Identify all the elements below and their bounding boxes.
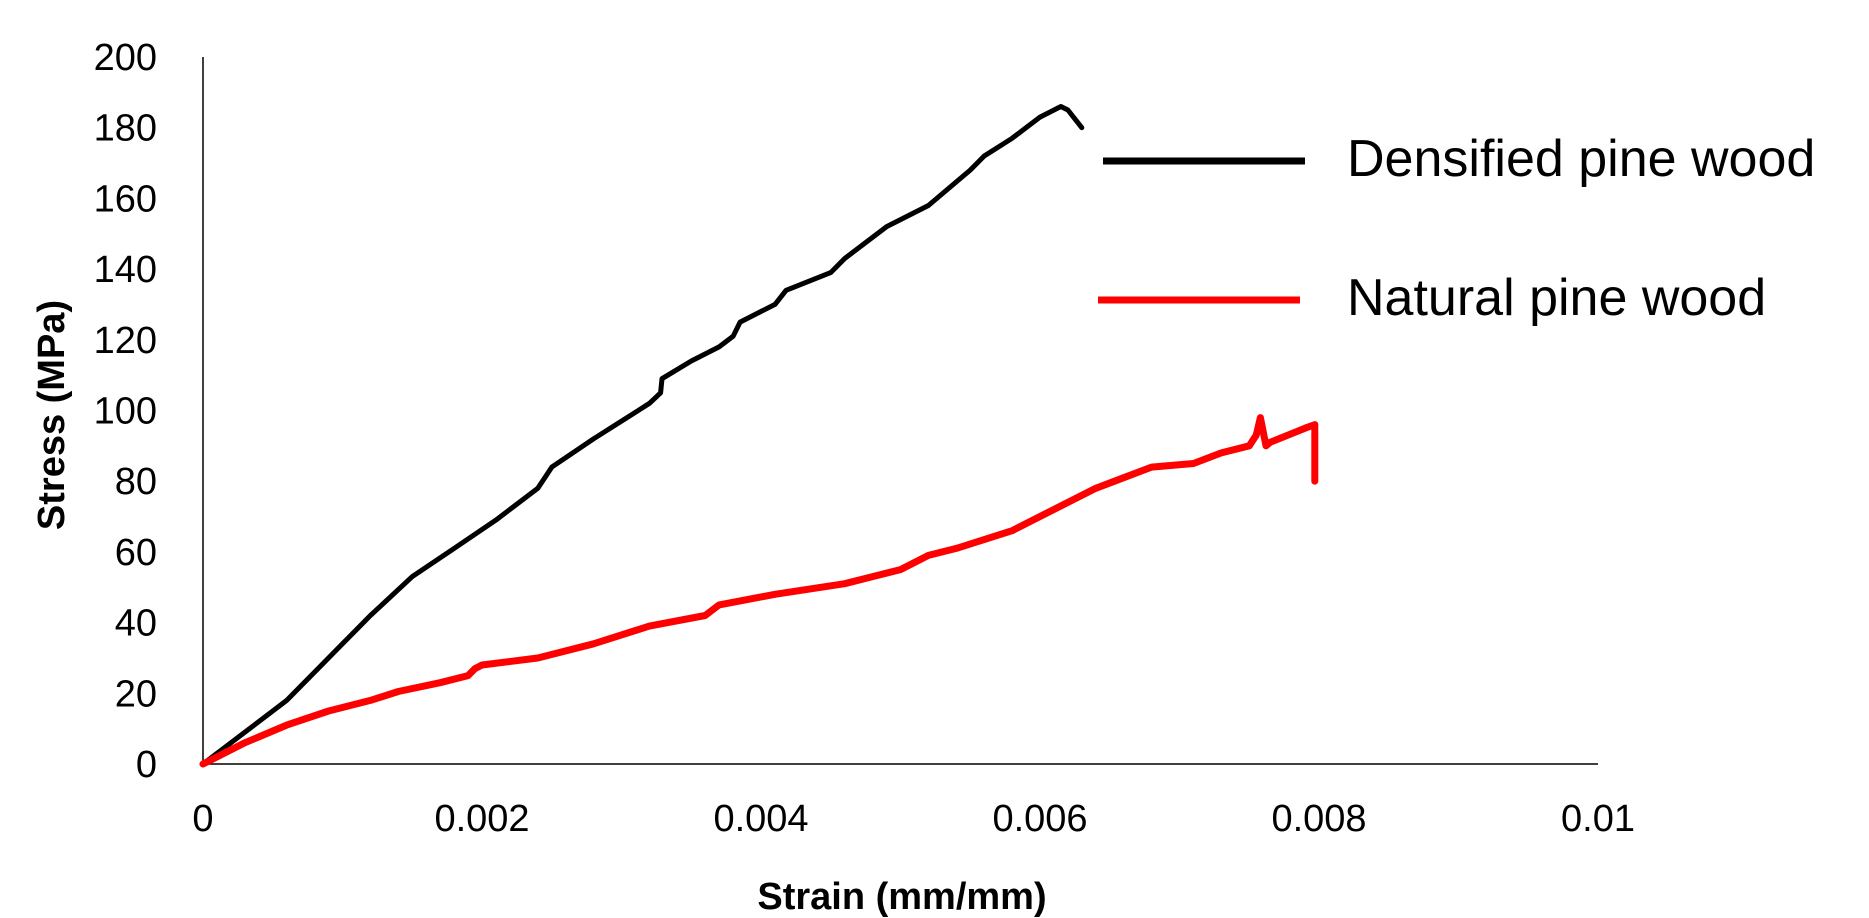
y-tick-label: 140 <box>94 249 157 291</box>
y-tick-label: 180 <box>94 108 157 150</box>
y-axis-title: Stress (MPa) <box>31 300 73 530</box>
y-tick-label: 200 <box>94 37 157 79</box>
y-axis: 0 20 40 60 80 100 120 140 160 180 200 <box>94 37 204 786</box>
y-tick-label: 20 <box>115 673 157 715</box>
legend: Densified pine wood Natural pine wood <box>1098 130 1815 327</box>
x-tick-label: 0.002 <box>434 798 529 840</box>
series-line-1 <box>200 104 1085 767</box>
y-tick-label: 0 <box>136 744 157 786</box>
y-tick-label: 60 <box>115 532 157 574</box>
y-tick-label: 100 <box>94 391 157 433</box>
legend-label-1: Densified pine wood <box>1347 130 1815 188</box>
x-tick-label: 0.01 <box>1561 798 1635 840</box>
x-tick-label: 0 <box>192 798 213 840</box>
x-axis-title: Strain (mm/mm) <box>757 876 1046 918</box>
y-tick-label: 40 <box>115 603 157 645</box>
y-tick-label: 120 <box>94 320 157 362</box>
x-tick-label: 0.006 <box>992 798 1087 840</box>
x-axis: 0 0.002 0.004 0.006 0.008 0.01 <box>192 763 1635 840</box>
x-tick-label: 0.004 <box>713 798 808 840</box>
y-tick-label: 80 <box>115 461 157 503</box>
legend-label-2: Natural pine wood <box>1347 269 1766 327</box>
x-tick-label: 0.008 <box>1271 798 1366 840</box>
y-tick-label: 160 <box>94 178 157 220</box>
series-line-2 <box>199 414 1319 768</box>
series-lines <box>199 104 1319 768</box>
